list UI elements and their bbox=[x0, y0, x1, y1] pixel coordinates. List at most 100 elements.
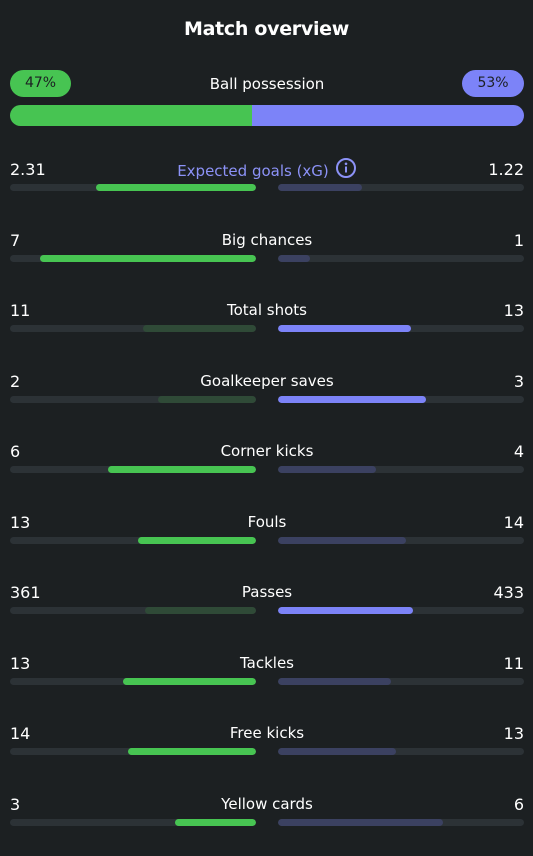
away-stat-value: 13 bbox=[503, 724, 524, 743]
possession-bar-home bbox=[10, 105, 252, 126]
stat-label-text: Goalkeeper saves bbox=[200, 371, 334, 390]
stat-label: Big chances bbox=[10, 231, 524, 249]
stat-label: Passes bbox=[10, 583, 524, 601]
away-stat-value: 11 bbox=[503, 653, 524, 673]
away-stat-track bbox=[278, 748, 524, 755]
away-stat-value: 433 bbox=[493, 583, 524, 602]
stat-label: Yellow cards bbox=[10, 795, 524, 813]
home-stat-track bbox=[10, 607, 256, 614]
away-stat-fill bbox=[278, 466, 377, 473]
away-stat-fill bbox=[278, 395, 426, 403]
stat-label-text: Yellow cards bbox=[221, 794, 313, 813]
home-stat-value: 11 bbox=[10, 301, 31, 320]
stat-label: Expected goals (xG) bbox=[10, 157, 524, 183]
possession-header: 47% Ball possession 53% bbox=[10, 70, 524, 98]
away-stat-value: 4 bbox=[513, 442, 524, 461]
home-stat-fill bbox=[137, 536, 256, 544]
away-stat-fill bbox=[278, 536, 406, 544]
away-stat-fill bbox=[278, 325, 411, 332]
home-stat-value: 14 bbox=[10, 724, 31, 743]
stat-row: 13 Fouls 14 bbox=[10, 513, 524, 557]
stat-label: Free kicks bbox=[10, 724, 524, 742]
stat-label-text: Big chances bbox=[221, 230, 313, 249]
home-stat-value: 361 bbox=[10, 583, 41, 602]
away-stat-fill bbox=[278, 607, 414, 614]
stat-label-text: Expected goals (xG) bbox=[177, 162, 329, 180]
away-stat-value: 3 bbox=[513, 371, 524, 391]
away-stat-value: 13 bbox=[503, 301, 524, 320]
stat-row: 14 Free kicks 13 bbox=[10, 724, 524, 768]
away-stat-track bbox=[278, 818, 524, 826]
home-stat-value: 2.31 bbox=[10, 160, 46, 179]
stat-label-text: Passes bbox=[241, 583, 293, 601]
home-stat-track bbox=[10, 536, 256, 544]
home-stat-track bbox=[10, 254, 256, 262]
home-stat-value: 6 bbox=[10, 442, 21, 461]
stat-label-text: Fouls bbox=[247, 512, 287, 531]
away-stat-fill bbox=[278, 254, 310, 262]
stat-row: 6 Corner kicks 4 bbox=[10, 442, 524, 486]
away-stat-fill bbox=[278, 677, 392, 685]
stat-row: 11 Total shots 13 bbox=[10, 301, 524, 345]
stat-row: 2.31 Expected goals (xG) 1.22 bbox=[10, 157, 524, 204]
home-stat-fill bbox=[108, 466, 256, 473]
stat-label: Tackles bbox=[10, 654, 524, 672]
stat-row: 2 Goalkeeper saves 3 bbox=[10, 372, 524, 416]
home-stat-value: 2 bbox=[10, 371, 21, 391]
info-icon[interactable] bbox=[335, 157, 357, 183]
home-stat-track bbox=[10, 325, 256, 332]
stat-row: 13 Tackles 11 bbox=[10, 654, 524, 698]
stat-label: Goalkeeper saves bbox=[10, 372, 524, 390]
home-stat-track bbox=[10, 677, 256, 685]
stat-label-text: Tackles bbox=[239, 653, 295, 672]
home-stat-fill bbox=[142, 325, 256, 332]
away-stat-fill bbox=[278, 184, 362, 191]
home-stat-fill bbox=[157, 395, 256, 403]
away-stat-value: 1.22 bbox=[488, 160, 524, 179]
possession-bar-away bbox=[251, 105, 524, 126]
stat-row: 3 Yellow cards 6 bbox=[10, 795, 524, 839]
stat-row: 361 Passes 433 bbox=[10, 583, 524, 627]
home-stat-fill bbox=[145, 607, 256, 614]
panel-title: Match overview bbox=[183, 18, 350, 40]
away-stat-fill bbox=[278, 748, 397, 755]
away-stat-track bbox=[278, 677, 524, 685]
away-stat-track bbox=[278, 254, 524, 262]
home-stat-value: 13 bbox=[10, 512, 31, 532]
stat-label: Corner kicks bbox=[10, 442, 524, 460]
possession-bar bbox=[10, 105, 524, 126]
home-stat-fill bbox=[128, 748, 256, 755]
away-stat-track bbox=[278, 325, 524, 332]
away-stat-value: 14 bbox=[503, 512, 524, 532]
home-stat-value: 13 bbox=[10, 653, 31, 673]
away-stat-track bbox=[278, 395, 524, 403]
home-stat-fill bbox=[123, 677, 256, 685]
away-possession-pill: 53% bbox=[462, 70, 524, 97]
home-stat-track bbox=[10, 184, 256, 191]
away-stat-value: 6 bbox=[513, 794, 524, 814]
home-stat-fill bbox=[96, 184, 256, 191]
away-stat-track bbox=[278, 466, 524, 473]
home-stat-track bbox=[10, 395, 256, 403]
stat-label: Fouls bbox=[10, 513, 524, 531]
home-stat-fill bbox=[39, 254, 256, 262]
home-stat-fill bbox=[174, 818, 256, 826]
stat-label-text: Total shots bbox=[227, 301, 307, 319]
away-stat-fill bbox=[278, 818, 443, 826]
stat-row: 7 Big chances 1 bbox=[10, 231, 524, 275]
home-possession-pill: 47% bbox=[10, 70, 71, 97]
possession-label: Ball possession bbox=[209, 75, 325, 93]
away-stat-track bbox=[278, 607, 524, 614]
away-stat-track bbox=[278, 184, 524, 191]
stat-label: Total shots bbox=[10, 301, 524, 319]
away-stat-track bbox=[278, 536, 524, 544]
home-stat-value: 7 bbox=[10, 230, 21, 250]
home-stat-track bbox=[10, 748, 256, 755]
home-stat-track bbox=[10, 466, 256, 473]
away-stat-value: 1 bbox=[513, 230, 524, 250]
stat-label-text: Corner kicks bbox=[220, 442, 314, 460]
home-stat-value: 3 bbox=[10, 794, 21, 814]
home-stat-track bbox=[10, 818, 256, 826]
stat-label-text: Free kicks bbox=[229, 724, 305, 742]
